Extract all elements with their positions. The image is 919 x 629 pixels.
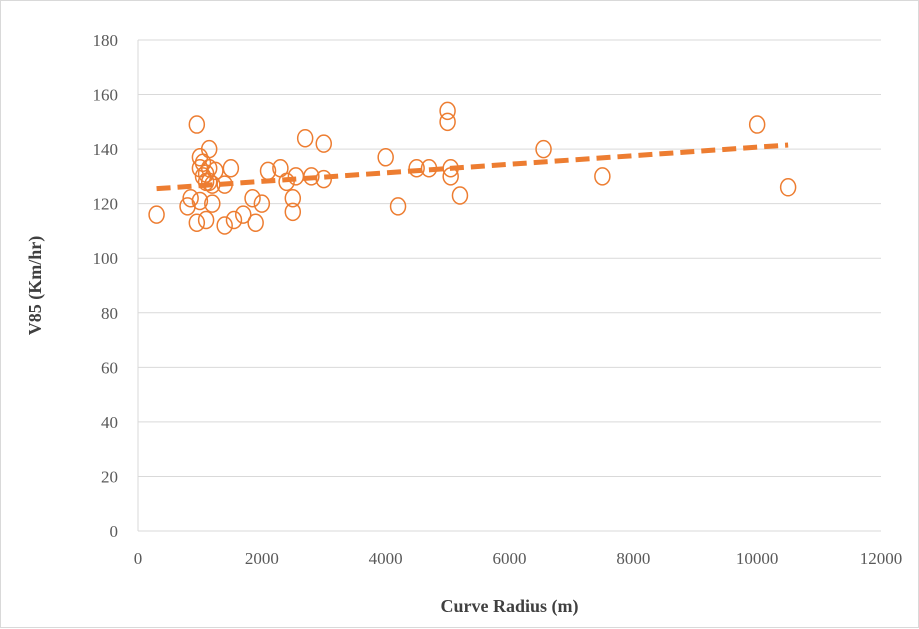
data-point bbox=[442, 167, 459, 186]
y-tick-label: 180 bbox=[93, 31, 119, 50]
trendline bbox=[156, 142, 789, 192]
data-point bbox=[420, 158, 438, 178]
data-point bbox=[188, 213, 206, 233]
y-tick-labels: 0 20 40 60 80 100 120 140 160 180 bbox=[93, 31, 119, 541]
data-point bbox=[284, 202, 302, 222]
data-point bbox=[191, 191, 209, 211]
data-point bbox=[439, 112, 456, 132]
data-point bbox=[451, 186, 469, 205]
data-point bbox=[535, 139, 552, 159]
data-point bbox=[439, 101, 456, 121]
data-point bbox=[296, 128, 314, 148]
x-axis-title: Curve Radius (m) bbox=[441, 596, 579, 617]
data-point bbox=[315, 169, 332, 189]
y-tick-label: 0 bbox=[110, 522, 119, 541]
x-tick-label: 12000 bbox=[860, 549, 903, 568]
data-point bbox=[278, 172, 295, 192]
y-tick-label: 160 bbox=[93, 86, 119, 105]
y-tick-label: 60 bbox=[101, 358, 118, 377]
data-point bbox=[204, 175, 221, 194]
data-point bbox=[182, 188, 199, 208]
y-tick-label: 100 bbox=[93, 249, 119, 268]
x-tick-label: 0 bbox=[134, 549, 143, 568]
data-point bbox=[287, 167, 305, 186]
data-point bbox=[442, 158, 459, 178]
data-point bbox=[225, 210, 243, 230]
y-tick-label: 140 bbox=[93, 140, 119, 159]
data-point bbox=[204, 194, 221, 213]
gridlines bbox=[137, 39, 881, 532]
data-point bbox=[408, 158, 425, 178]
data-point bbox=[748, 115, 766, 134]
y-tick-label: 20 bbox=[101, 467, 118, 486]
data-point bbox=[389, 197, 407, 216]
data-point bbox=[244, 188, 261, 208]
data-point bbox=[148, 205, 165, 224]
y-tick-label: 40 bbox=[101, 413, 118, 432]
x-tick-label: 6000 bbox=[493, 549, 527, 568]
data-point bbox=[284, 188, 302, 208]
data-point bbox=[235, 205, 252, 224]
x-tick-labels: 0 2000 4000 6000 8000 10000 12000 bbox=[134, 549, 903, 568]
data-point bbox=[207, 161, 224, 181]
data-point bbox=[197, 210, 215, 230]
data-point bbox=[216, 175, 233, 194]
data-point bbox=[253, 194, 271, 213]
y-tick-label: 120 bbox=[93, 195, 119, 214]
trendline-line bbox=[156, 142, 789, 192]
data-point bbox=[200, 139, 218, 159]
data-point bbox=[779, 178, 797, 197]
y-axis-title: V85 (Km/hr) bbox=[25, 236, 46, 335]
data-points bbox=[148, 101, 797, 235]
y-tick-label: 80 bbox=[101, 304, 118, 323]
data-point bbox=[594, 167, 611, 186]
x-tick-label: 2000 bbox=[245, 549, 279, 568]
x-tick-label: 4000 bbox=[369, 549, 403, 568]
data-point bbox=[377, 148, 394, 167]
data-point bbox=[247, 213, 264, 233]
data-point bbox=[315, 134, 332, 153]
data-point bbox=[200, 172, 218, 192]
data-point bbox=[188, 115, 206, 134]
x-tick-label: 10000 bbox=[736, 549, 779, 568]
data-point bbox=[303, 167, 320, 186]
data-point bbox=[197, 164, 215, 183]
x-tick-label: 8000 bbox=[616, 549, 650, 568]
data-point bbox=[222, 158, 240, 178]
data-point bbox=[216, 216, 233, 235]
data-point bbox=[259, 161, 277, 181]
